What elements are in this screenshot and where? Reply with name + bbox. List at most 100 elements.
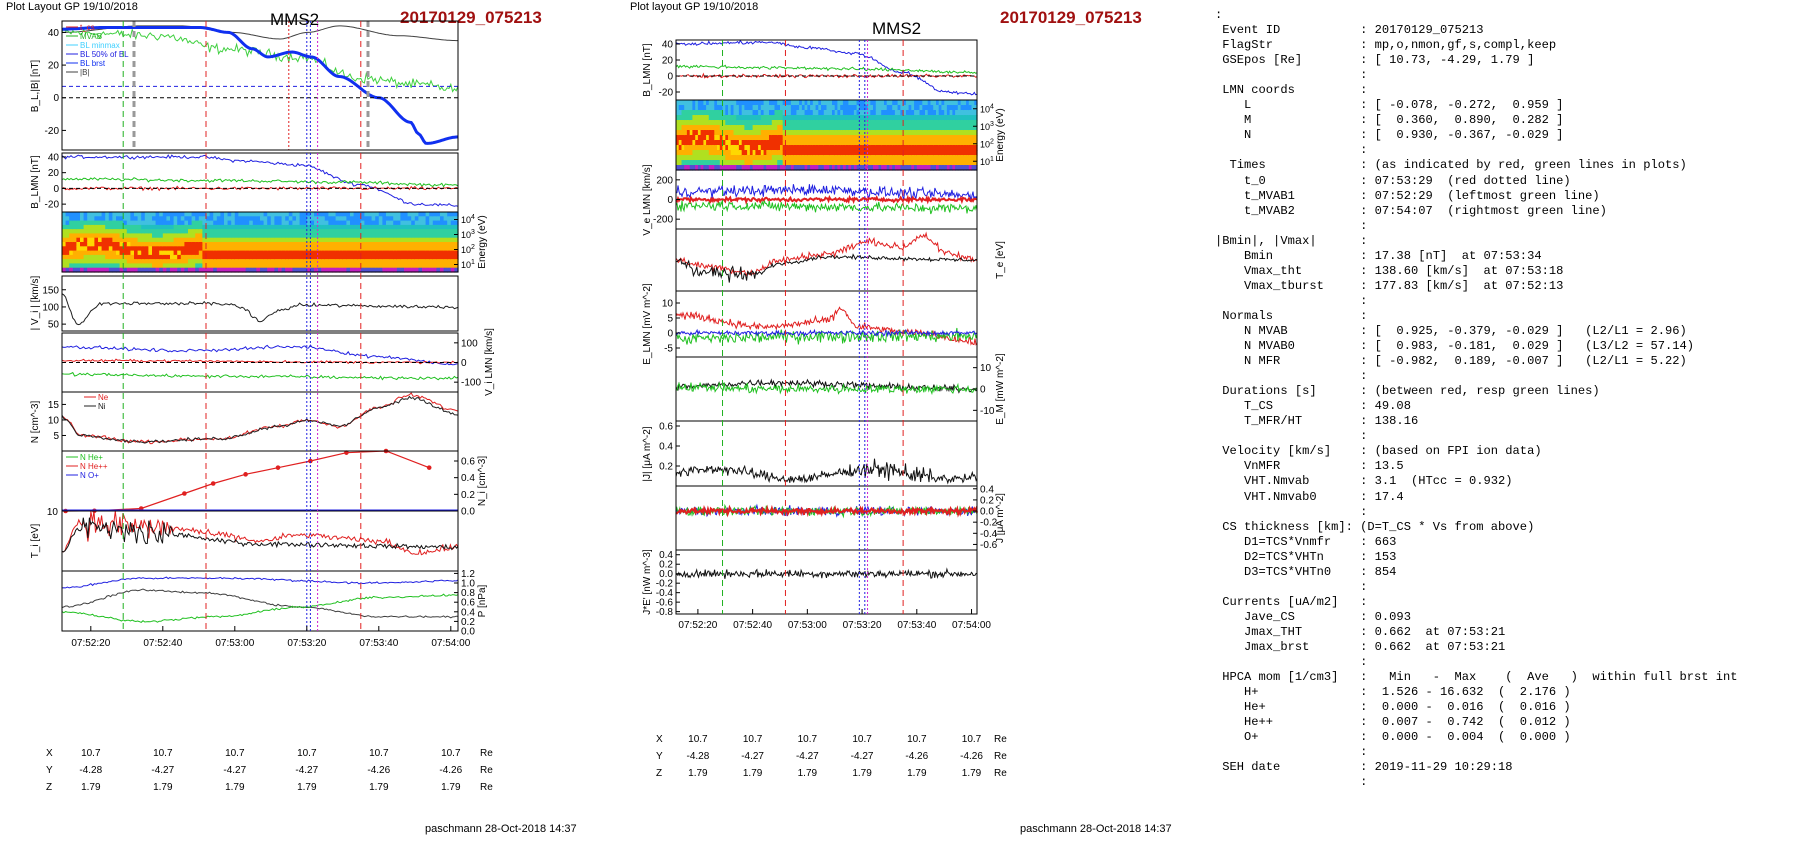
spectrogram-cell	[747, 100, 751, 106]
spectrogram-cell	[790, 165, 795, 171]
spectrogram-cell	[108, 246, 113, 252]
spectrogram-cell	[955, 115, 959, 121]
spectrogram-cell	[242, 246, 247, 252]
spectrogram-cell	[414, 267, 419, 273]
spectrogram-cell	[821, 115, 825, 121]
spectrogram-cell	[371, 246, 376, 252]
spectrogram-cell	[213, 229, 218, 234]
spectrogram-cell	[184, 220, 189, 226]
spectrogram-cell	[184, 224, 189, 230]
spectrogram-cell	[69, 246, 74, 252]
spectrogram-cell	[834, 145, 838, 151]
spectrogram-cell	[974, 150, 978, 156]
spectrogram-cell	[213, 237, 218, 243]
spectrogram-cell	[760, 105, 765, 111]
spectrogram-cell	[310, 212, 315, 217]
spectrogram-cell	[700, 105, 704, 111]
spectrogram-cell	[914, 150, 918, 156]
spectrogram-cell	[859, 150, 863, 156]
spectrogram-cell	[137, 267, 142, 273]
spectrogram-cell	[780, 110, 784, 116]
spectrogram-cell	[837, 105, 841, 111]
spectrogram-cell	[741, 100, 745, 106]
y-tick-label: 0.2	[980, 495, 994, 506]
spectrogram-cell	[892, 125, 896, 131]
spectrogram-cell	[859, 115, 863, 121]
spectrogram-cell	[306, 224, 311, 230]
y-tick-label: 1.2	[461, 569, 475, 580]
spectrogram-cell	[837, 160, 841, 166]
spectrogram-cell	[76, 263, 81, 269]
panel-E-LMN	[675, 290, 978, 358]
spectrogram-cell	[155, 212, 160, 217]
spectrogram-cell	[375, 263, 380, 269]
spectrogram-cell	[966, 125, 970, 131]
spectrogram-cell	[870, 115, 874, 121]
spectrogram-cell	[188, 242, 193, 247]
spectrogram-cell	[144, 212, 149, 217]
y-tick-label: -0.6	[656, 598, 674, 609]
spectrogram-cell	[681, 165, 685, 171]
spectrogram-cell	[342, 267, 347, 273]
spectrogram-cell	[881, 160, 885, 166]
spectrogram-cell	[941, 100, 945, 106]
spectrogram-cell	[744, 105, 748, 111]
spectrogram-cell	[429, 212, 434, 217]
spectrogram-cell	[966, 150, 970, 156]
spectrogram-cell	[818, 105, 822, 111]
spectrogram-cell	[946, 165, 951, 171]
spectrogram-cell	[166, 250, 171, 256]
spectrogram-cell	[897, 130, 901, 136]
spectrogram-cell	[422, 212, 427, 217]
spectrogram-cell	[911, 140, 915, 146]
spectrogram-cell	[925, 140, 929, 146]
spectrogram-cell	[231, 250, 236, 256]
spectrogram-cell	[936, 100, 940, 106]
spectrogram-cell	[700, 160, 704, 166]
spectrogram-cell	[894, 105, 899, 111]
spectrogram-cell	[80, 242, 85, 247]
spectrogram-cell	[350, 216, 355, 222]
spectrogram-cell	[684, 135, 688, 141]
spectrogram-cell	[695, 165, 699, 171]
spectrogram-cell	[137, 229, 142, 234]
spectrogram-cell	[823, 135, 828, 141]
spectrogram-cell	[697, 100, 702, 106]
spectrogram-cell	[875, 145, 880, 151]
spectrogram-cell	[774, 135, 778, 141]
spectrogram-cell	[766, 120, 770, 126]
spectrogram-cell	[209, 267, 214, 273]
spectrogram-cell	[346, 242, 351, 247]
spectrogram-cell	[303, 263, 308, 269]
spectrogram-cell	[184, 263, 189, 269]
spectrogram-cell	[436, 242, 441, 247]
spectrogram-cell	[692, 150, 696, 156]
spectrogram-cell	[777, 115, 781, 121]
spectrogram-cell	[184, 254, 189, 260]
spectrogram-cell	[708, 135, 713, 141]
spectrogram-cell	[357, 237, 362, 243]
spectrogram-cell	[941, 110, 945, 116]
spectrogram-cell	[382, 229, 387, 234]
spectrogram-cell	[400, 246, 405, 252]
spectrogram-cell	[227, 259, 232, 264]
spectrogram-cell	[801, 150, 806, 156]
spectrogram-cell	[848, 115, 852, 121]
spectrogram-cell	[292, 267, 297, 273]
spectrogram-cell	[137, 242, 142, 247]
spectrogram-cell	[134, 246, 139, 252]
spectrogram-cell	[758, 115, 762, 121]
spectrogram-cell	[856, 135, 860, 141]
spectrogram-cell	[126, 212, 131, 217]
left-event-title: 20170129_075213	[400, 8, 542, 27]
spectrogram-cell	[695, 130, 699, 136]
spectrogram-cell	[810, 120, 814, 126]
spectrogram-cell	[711, 140, 715, 146]
spectrogram-cell	[840, 135, 844, 141]
spectrogram-cell	[812, 120, 817, 126]
spectrogram-cell	[69, 242, 74, 247]
spectrogram-cell	[148, 263, 153, 269]
spectrogram-cell	[310, 237, 315, 243]
spectrogram-cell	[974, 110, 978, 116]
spectrogram-cell	[755, 125, 759, 131]
